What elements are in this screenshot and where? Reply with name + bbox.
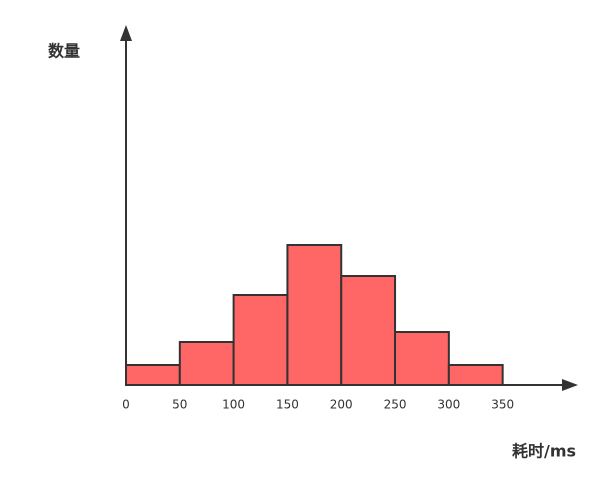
x-tick-label: 100 <box>222 398 245 412</box>
bar <box>125 364 181 386</box>
x-axis-title: 耗时/ms <box>512 442 576 461</box>
y-axis-arrow <box>120 25 132 41</box>
x-tick-label: 350 <box>491 398 514 412</box>
x-tick-label: 250 <box>384 398 407 412</box>
x-tick-label: 200 <box>330 398 353 412</box>
x-tick-label: 50 <box>172 398 187 412</box>
x-tick-label: 0 <box>122 398 130 412</box>
bar <box>232 294 289 386</box>
bar <box>178 341 235 386</box>
x-tick-label: 150 <box>276 398 299 412</box>
x-axis-arrow <box>562 379 578 391</box>
bar <box>286 244 343 386</box>
bar <box>447 364 504 386</box>
y-axis-title: 数量 <box>48 42 80 61</box>
bar <box>340 275 397 386</box>
x-tick-label: 300 <box>437 398 460 412</box>
bar <box>394 331 450 386</box>
